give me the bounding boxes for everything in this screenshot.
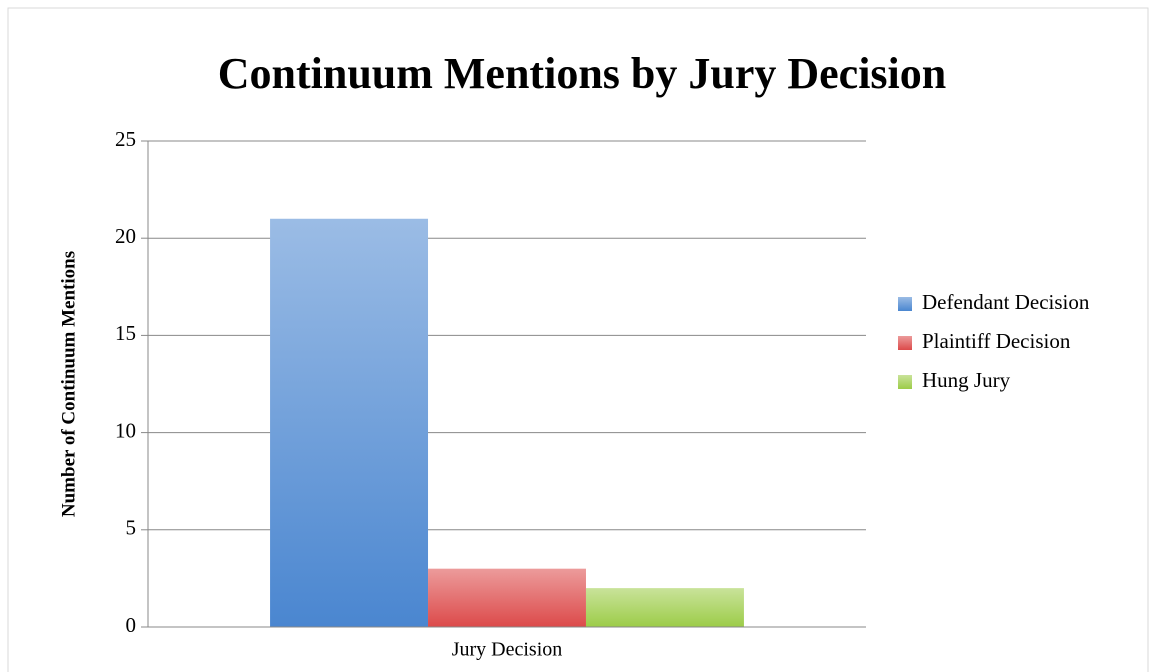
legend-label: Plaintiff Decision xyxy=(922,329,1071,353)
y-tick-label: 25 xyxy=(115,127,136,151)
bar xyxy=(270,218,429,627)
chart-title: Continuum Mentions by Jury Decision xyxy=(218,49,947,98)
x-tick-label: Jury Decision xyxy=(452,639,563,661)
legend-label: Hung Jury xyxy=(922,368,1011,392)
legend-label: Defendant Decision xyxy=(922,290,1090,314)
y-tick-label: 0 xyxy=(126,613,137,637)
legend-swatch xyxy=(898,297,912,311)
legend-swatch xyxy=(898,375,912,389)
y-tick-label: 20 xyxy=(115,224,136,248)
y-axis-label: Number of Continuum Mentions xyxy=(58,251,79,517)
legend-swatch xyxy=(898,336,912,350)
y-tick-label: 5 xyxy=(126,516,137,540)
chart-border xyxy=(7,7,1149,672)
bar xyxy=(428,568,586,627)
y-tick-label: 15 xyxy=(115,321,136,345)
y-tick-label: 10 xyxy=(115,418,136,442)
bar xyxy=(585,588,744,627)
